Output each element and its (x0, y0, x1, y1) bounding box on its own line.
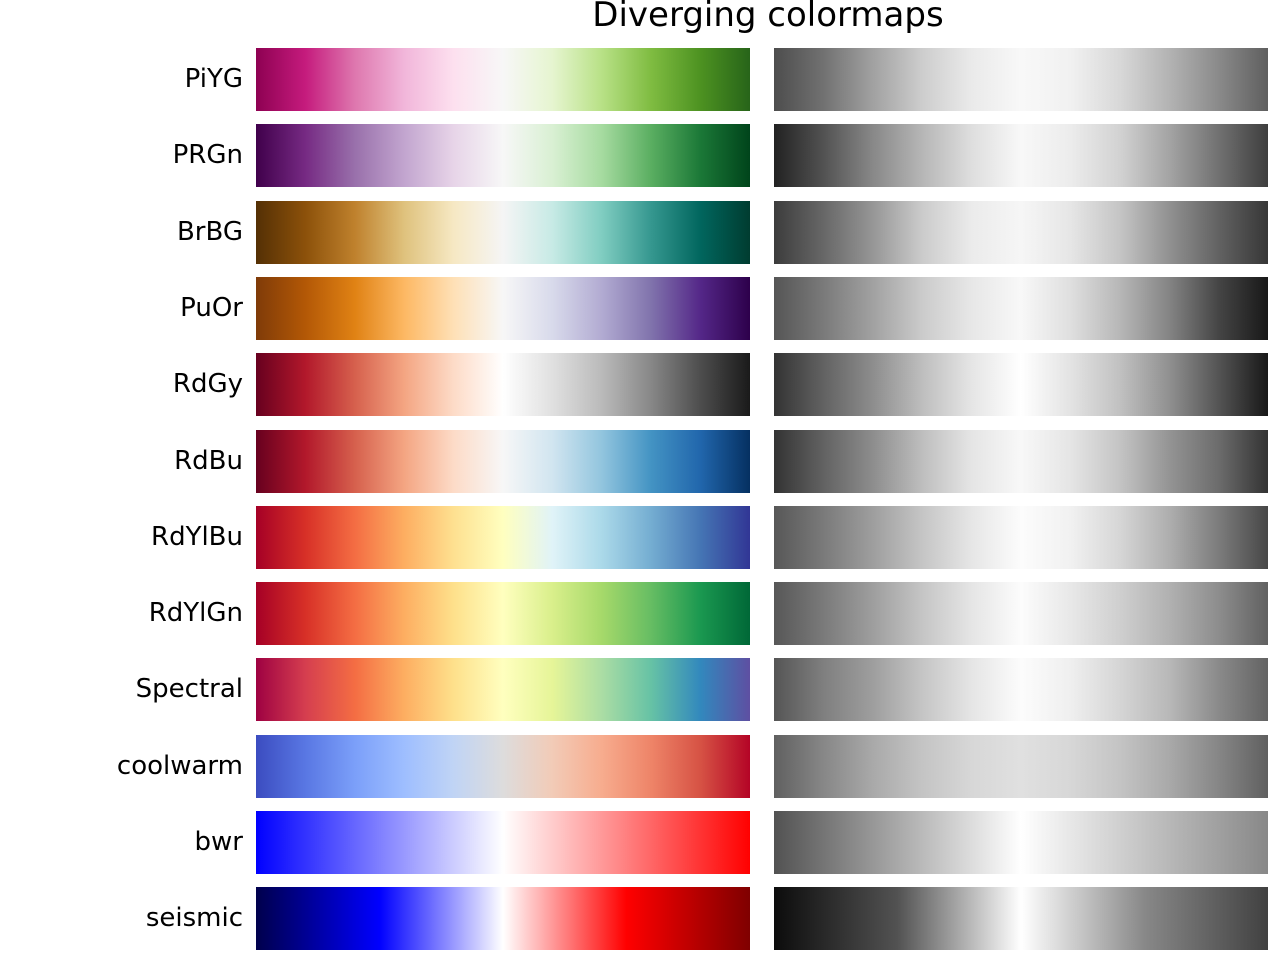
colormap-label: seismic (145, 903, 243, 934)
colormap-color-bar (256, 811, 750, 874)
colormap-color-bar (256, 276, 750, 340)
colormap-color-bar (256, 658, 750, 722)
colormap-row: RdBu (0, 429, 1280, 493)
colormap-row: Spectral (0, 658, 1280, 722)
colormap-row: coolwarm (0, 734, 1280, 798)
colormap-label: PRGn (172, 140, 243, 171)
colormap-row: BrBG (0, 200, 1280, 264)
colormap-label: Spectral (135, 674, 243, 705)
chart-title: Diverging colormaps (592, 0, 944, 35)
colormap-grayscale-bar (774, 429, 1268, 493)
colormap-grayscale-bar (774, 276, 1268, 340)
colormap-color-bar (256, 124, 750, 188)
colormap-label: RdYlGn (148, 598, 243, 629)
colormap-grayscale-bar (774, 658, 1268, 722)
colormap-row: PRGn (0, 124, 1280, 188)
colormap-grayscale-bar (774, 200, 1268, 264)
colormap-grayscale-bar (774, 124, 1268, 188)
colormap-grayscale-bar (774, 811, 1268, 874)
colormap-row: RdGy (0, 353, 1280, 417)
colormap-grayscale-bar (774, 887, 1268, 951)
colormap-label: RdYlBu (151, 521, 243, 552)
colormap-grayscale-bar (774, 505, 1268, 569)
colormap-row: PiYG (0, 48, 1280, 111)
colormap-label: coolwarm (116, 750, 243, 781)
colormap-label: BrBG (176, 216, 243, 247)
colormap-color-bar (256, 200, 750, 264)
colormap-label: bwr (194, 827, 243, 857)
colormap-color-bar (256, 353, 750, 417)
colormap-grayscale-bar (774, 353, 1268, 417)
colormap-row: RdYlBu (0, 505, 1280, 569)
colormap-color-bar (256, 734, 750, 798)
colormap-row: PuOr (0, 276, 1280, 340)
colormap-color-bar (256, 48, 750, 111)
colormap-grayscale-bar (774, 734, 1268, 798)
colormap-label: RdBu (174, 445, 243, 476)
colormap-label: PiYG (184, 64, 243, 94)
colormap-color-bar (256, 887, 750, 951)
colormap-row: RdYlGn (0, 582, 1280, 646)
colormap-color-bar (256, 505, 750, 569)
colormap-row: bwr (0, 811, 1280, 874)
colormap-color-bar (256, 582, 750, 646)
colormap-label: RdGy (172, 369, 243, 400)
colormap-grayscale-bar (774, 582, 1268, 646)
colormap-label: PuOr (180, 292, 243, 323)
colormap-grayscale-bar (774, 48, 1268, 111)
colormap-color-bar (256, 429, 750, 493)
colormap-row: seismic (0, 887, 1280, 951)
